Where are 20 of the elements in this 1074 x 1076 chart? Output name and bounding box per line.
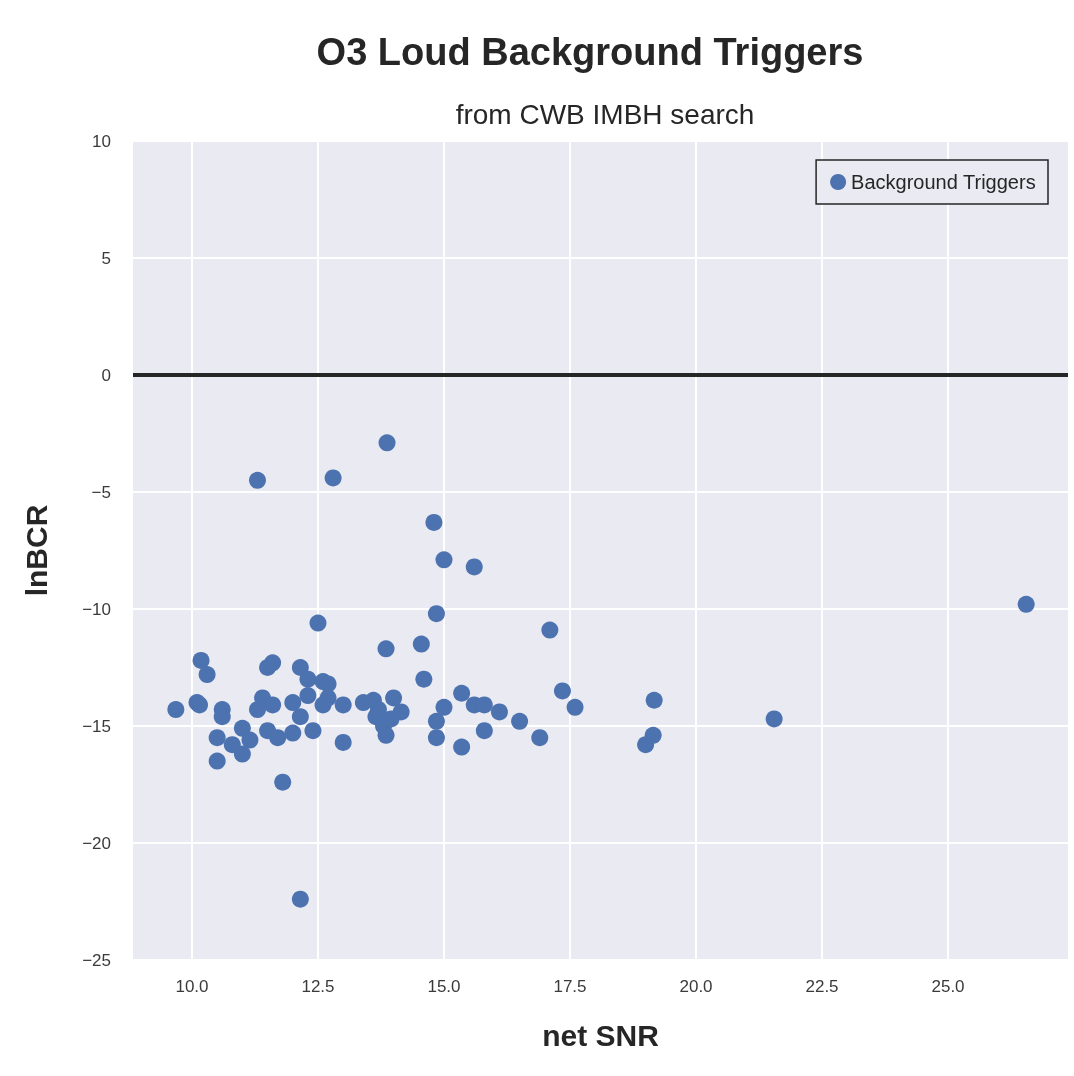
y-tick-label: −15 (82, 716, 111, 736)
x-tick-label: 17.5 (553, 977, 587, 996)
y-tick-label: −20 (82, 833, 111, 853)
y-tick-label: −10 (82, 599, 111, 619)
x-tick-label: 12.5 (301, 977, 335, 996)
y-tick-label: −5 (91, 482, 111, 502)
x-tick-label: 15.0 (427, 977, 461, 996)
y-tick-label: 0 (101, 365, 111, 385)
x-tick-label: 25.0 (931, 977, 965, 996)
chart-subtitle: from CWB IMBH search (455, 98, 755, 130)
legend-label: Background Triggers (851, 171, 1036, 193)
x-axis-title: net SNR (542, 1018, 660, 1052)
y-tick-label: 5 (101, 248, 111, 268)
x-tick-label: 20.0 (679, 977, 713, 996)
chart-title: O3 Loud Background Triggers (316, 31, 864, 73)
y-tick-label: −25 (82, 950, 111, 970)
y-tick-label: 10 (92, 131, 111, 151)
x-tick-label: 22.5 (805, 977, 839, 996)
y-axis-title: lnBCR (19, 504, 53, 597)
x-tick-label: 10.0 (175, 977, 209, 996)
